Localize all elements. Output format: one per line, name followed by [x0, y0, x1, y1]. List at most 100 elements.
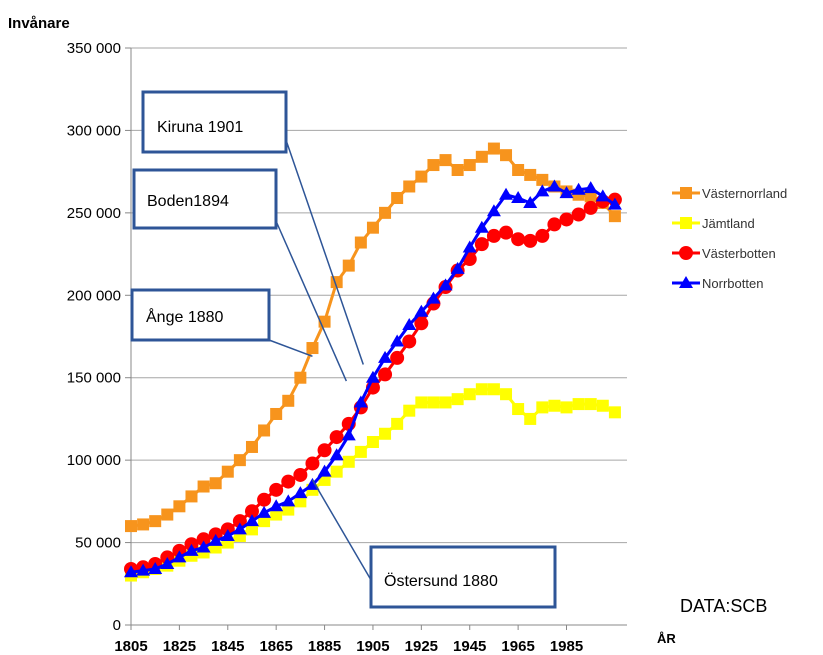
data-point-norrbotten [523, 195, 538, 208]
data-point-vasterbotten [305, 456, 320, 471]
data-point-vasterbotten [244, 504, 259, 519]
x-tick-label: 1885 [308, 638, 341, 655]
data-point-jamtland [330, 465, 343, 478]
data-point-norrbotten [511, 191, 526, 204]
data-point-jamtland [475, 383, 488, 396]
data-point-vasterbotten [281, 474, 296, 489]
data-point-jamtland [524, 412, 537, 425]
data-point-vasternorrland [415, 170, 428, 183]
data-point-norrbotten [244, 514, 259, 527]
y-tick-label: 300 000 [67, 122, 121, 139]
data-point-jamtland [463, 388, 476, 401]
series-vasternorrland [125, 142, 621, 533]
y-tick-label: 350 000 [67, 40, 121, 57]
data-point-jamtland [366, 436, 379, 449]
data-point-vasternorrland [512, 163, 525, 176]
data-point-vasternorrland [500, 149, 513, 162]
data-point-jamtland [548, 399, 561, 412]
data-point-norrbotten [595, 189, 610, 202]
data-point-vasternorrland [524, 168, 537, 181]
data-point-vasterbotten [523, 233, 538, 248]
data-point-vasternorrland [197, 480, 210, 493]
data-point-norrbotten [390, 334, 405, 347]
x-tick-label: 1865 [259, 638, 292, 655]
data-point-norrbotten [607, 197, 622, 210]
data-point-vasterbotten [511, 232, 526, 247]
data-point-jamtland [245, 523, 258, 536]
series-group [124, 142, 622, 582]
data-point-vasternorrland [439, 154, 452, 167]
data-point-norrbotten [426, 291, 441, 304]
callout-leader [275, 220, 348, 382]
data-point-norrbotten [462, 240, 477, 253]
data-point-vasterbotten [390, 350, 405, 365]
data-point-vasterbotten [499, 225, 514, 240]
data-point-vasternorrland [354, 236, 367, 249]
data-point-norrbotten [257, 505, 272, 518]
legend: Västernorrland Jämtland Västerbotten Norrbo… [672, 186, 787, 291]
annotation-callouts: Kiruna 1901 Boden1894 Ånge 1880 Östersund 1… [130, 90, 557, 609]
data-point-vasterbotten [571, 207, 586, 222]
y-tick-label: 100 000 [67, 452, 121, 469]
source-note: DATA:SCB [680, 596, 767, 616]
x-tick-label: 1925 [405, 638, 438, 655]
x-tick-label: 1945 [453, 638, 486, 655]
x-tick-label: 1825 [163, 638, 196, 655]
legend-label: Jämtland [702, 216, 755, 231]
y-tick-label: 250 000 [67, 205, 121, 222]
series-norrbotten [124, 179, 622, 578]
data-point-jamtland [584, 398, 597, 411]
data-point-norrbotten [499, 187, 514, 200]
data-point-vasternorrland [221, 465, 234, 478]
data-point-jamtland [379, 427, 392, 440]
data-point-vasternorrland [366, 221, 379, 234]
callout-label: Boden1894 [147, 193, 229, 210]
data-point-jamtland [439, 396, 452, 409]
callout-2: Boden1894 [132, 168, 348, 382]
data-point-jamtland [403, 404, 416, 417]
x-tick-label: 1845 [211, 638, 244, 655]
data-point-vasterbotten [196, 532, 211, 547]
data-point-norrbotten [474, 220, 489, 233]
series-vasterbotten [124, 192, 622, 576]
data-point-norrbotten [378, 350, 393, 363]
data-point-norrbotten [559, 186, 574, 199]
data-point-jamtland [415, 396, 428, 409]
data-point-jamtland [258, 515, 271, 528]
data-point-vasternorrland [306, 342, 319, 355]
data-point-vasterbotten [269, 482, 284, 497]
data-point-vasternorrland [245, 440, 258, 453]
data-point-norrbotten [486, 204, 501, 217]
data-point-vasternorrland [270, 407, 283, 420]
callout-4: Östersund 1880 [311, 479, 557, 609]
data-point-vasternorrland [149, 515, 162, 528]
data-point-vasterbotten [474, 237, 489, 252]
data-point-jamtland [512, 403, 525, 416]
data-point-jamtland [536, 401, 549, 414]
x-axis-ticks: 1805 1825 1845 1865 1885 1905 1925 1945 1965 1985 [114, 625, 583, 655]
data-point-vasternorrland [584, 190, 597, 203]
data-point-norrbotten [208, 533, 223, 546]
data-point-vasternorrland [451, 163, 464, 176]
y-axis-label: Invånare [8, 15, 70, 32]
callout-box [141, 90, 288, 154]
legend-swatch-marker [680, 187, 692, 199]
data-point-norrbotten [293, 486, 308, 499]
data-point-jamtland [342, 455, 355, 468]
callout-label: Östersund 1880 [384, 572, 498, 590]
callout-3: Ånge 1880 [130, 288, 313, 357]
data-point-vasternorrland [427, 159, 440, 172]
data-point-norrbotten [172, 550, 187, 563]
data-point-norrbotten [269, 499, 284, 512]
data-point-norrbotten [317, 464, 332, 477]
x-tick-label: 1805 [114, 638, 147, 655]
legend-item-vasternorrland: Västernorrland [672, 186, 787, 201]
data-point-jamtland [608, 406, 621, 419]
data-point-jamtland [270, 508, 283, 521]
callout-leader [311, 479, 372, 581]
data-point-norrbotten [402, 317, 417, 330]
data-point-vasterbotten [583, 200, 598, 215]
callout-1: Kiruna 1901 [141, 90, 364, 365]
x-tick-label: 1965 [501, 638, 534, 655]
